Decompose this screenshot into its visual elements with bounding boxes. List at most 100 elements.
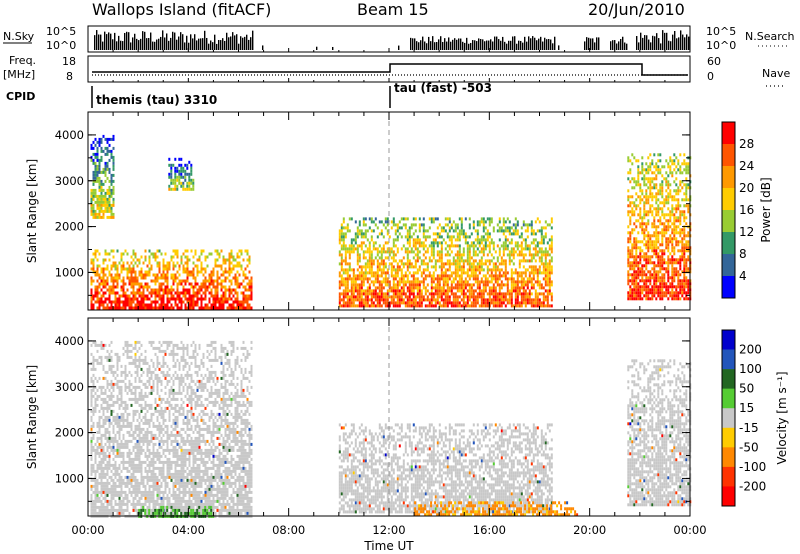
power-echo-cell — [538, 247, 541, 251]
power-echo-cell — [382, 235, 385, 239]
power-echo-cell — [122, 300, 125, 304]
power-echo-cell — [376, 235, 379, 239]
power-echo-cell — [655, 165, 658, 169]
power-echo-cell — [386, 250, 389, 254]
power-echo-cell — [629, 237, 632, 241]
power-echo-cell — [542, 262, 545, 266]
power-echo-cell — [90, 294, 93, 298]
power-echo-cell — [635, 252, 638, 256]
nsky-bar — [616, 43, 618, 50]
power-echo-cell — [454, 262, 457, 266]
power-echo-cell — [466, 301, 469, 305]
power-echo-cell — [512, 277, 515, 281]
power-echo-cell — [538, 304, 541, 308]
power-echo-cell — [474, 274, 477, 278]
velocity-echo-cell — [90, 394, 93, 398]
power-echo-cell — [196, 264, 199, 268]
power-echo-cell — [657, 198, 660, 202]
velocity-echo-cell — [104, 397, 107, 401]
power-echo-cell — [442, 298, 445, 302]
power-echo-cell — [550, 220, 553, 224]
power-echo-cell — [665, 237, 668, 241]
power-echo-cell — [136, 288, 139, 292]
power-echo-cell — [210, 291, 213, 295]
power-echo-cell — [430, 301, 433, 305]
power-echo-cell — [486, 271, 489, 275]
power-echo-cell — [246, 288, 249, 292]
power-echo-cell — [102, 303, 105, 307]
velocity-echo-cell — [108, 382, 111, 386]
power-echo-cell — [376, 250, 379, 254]
power-echo-cell — [356, 304, 359, 308]
power-echo-cell — [673, 237, 676, 241]
power-echo-cell — [663, 258, 666, 262]
nsky-bar — [164, 37, 166, 50]
power-echo-cell — [679, 219, 682, 223]
power-echo-cell — [362, 304, 365, 308]
power-echo-cell — [627, 297, 630, 301]
power-echo-cell — [673, 261, 676, 265]
power-echo-cell — [104, 282, 107, 286]
power-echo-cell — [106, 264, 109, 268]
velocity-echo-cell — [100, 475, 103, 479]
power-echo-cell — [496, 283, 499, 287]
power-echo-cell — [414, 298, 417, 302]
power-echo-cell — [665, 270, 668, 274]
power-echo-cell — [132, 264, 135, 268]
power-echo-cell — [500, 259, 503, 263]
power-echo-cell — [440, 241, 443, 245]
power-echo-cell — [530, 271, 533, 275]
power-echo-cell — [460, 292, 463, 296]
power-echo-cell — [90, 200, 93, 204]
power-echo-cell — [186, 255, 189, 259]
power-echo-cell — [470, 268, 473, 272]
power-echo-cell — [637, 159, 640, 163]
power-echo-cell — [438, 223, 441, 227]
power-echo-cell — [192, 306, 195, 310]
power-echo-cell — [436, 217, 439, 221]
power-echo-cell — [643, 228, 646, 232]
power-echo-cell — [104, 152, 107, 156]
power-echo-cell — [526, 301, 529, 305]
power-echo-cell — [136, 300, 139, 304]
velocity-echo-cell — [90, 508, 93, 512]
power-echo-cell — [340, 253, 343, 257]
nsky-bar — [524, 36, 526, 50]
power-echo-cell — [410, 283, 413, 287]
power-echo-cell — [362, 223, 365, 227]
power-echo-cell — [380, 292, 383, 296]
power-echo-cell — [92, 176, 95, 180]
power-echo-cell — [112, 279, 115, 283]
power-echo-cell — [124, 294, 127, 298]
power-echo-cell — [250, 297, 253, 301]
power-echo-cell — [444, 262, 447, 266]
power-echo-cell — [685, 291, 688, 295]
power-echo-cell — [679, 255, 682, 259]
power-echo-cell — [683, 291, 686, 295]
velocity-echo-cell — [92, 340, 95, 344]
power-echo-cell — [178, 291, 181, 295]
power-echo-cell — [146, 282, 149, 286]
power-echo-cell — [500, 244, 503, 248]
power-echo-cell — [400, 274, 403, 278]
power-echo-cell — [398, 220, 401, 224]
power-echo-cell — [158, 270, 161, 274]
power-echo-cell — [396, 280, 399, 284]
power-echo-cell — [378, 280, 381, 284]
power-echo-cell — [410, 304, 413, 308]
power-echo-cell — [346, 262, 349, 266]
power-echo-cell — [194, 279, 197, 283]
power-echo-cell — [234, 300, 237, 304]
velocity-echo-cell — [104, 418, 107, 422]
power-echo-cell — [146, 306, 149, 310]
power-echo-cell — [504, 226, 507, 230]
power-echo-cell — [430, 253, 433, 257]
power-echo-cell — [440, 244, 443, 248]
power-echo-cell — [673, 168, 676, 172]
power-echo-cell — [643, 279, 646, 283]
power-echo-cell — [681, 243, 684, 247]
power-echo-cell — [627, 231, 630, 235]
power-echo-cell — [186, 306, 189, 310]
power-echo-cell — [350, 250, 353, 254]
power-echo-cell — [196, 294, 199, 298]
